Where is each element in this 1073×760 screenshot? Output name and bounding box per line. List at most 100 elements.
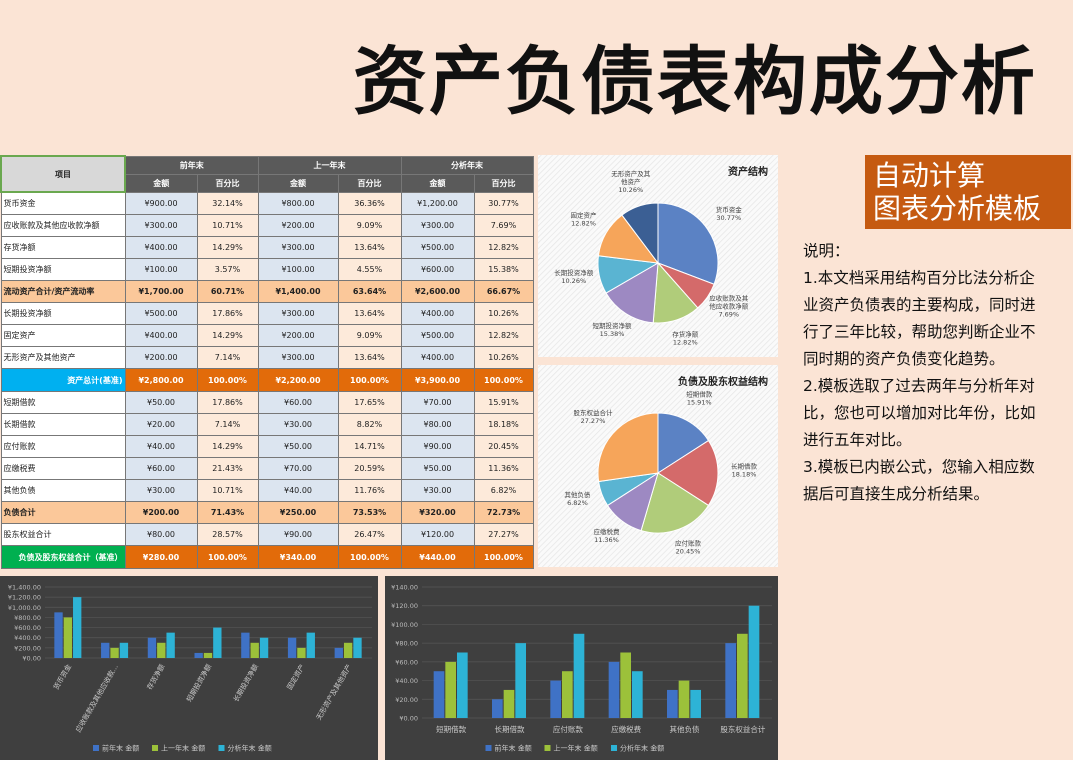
x-tick-label: 长期借款 — [495, 724, 525, 734]
legend-swatch — [93, 745, 99, 751]
table-cell: ¥500.00 — [124, 302, 198, 325]
table-cell: ¥120.00 — [400, 523, 475, 546]
table-cell: 100.00% — [473, 545, 534, 569]
slice-label: 存货净额 — [672, 329, 699, 338]
x-tick-label: 其他负债 — [670, 724, 700, 734]
header-cell: 金额 — [400, 173, 475, 193]
table-cell: ¥60.00 — [257, 391, 339, 414]
table-cell: 10.71% — [196, 479, 259, 502]
bar — [608, 661, 620, 718]
table-cell: 资产总计(基准) — [0, 368, 126, 392]
table-cell: 60.71% — [196, 280, 259, 303]
bar — [334, 647, 343, 658]
slice-value-label: 27.27% — [581, 417, 606, 425]
bar — [147, 637, 157, 658]
table-cell: 12.82% — [473, 324, 534, 347]
y-tick-label: ¥1,400.00 — [8, 584, 41, 592]
table-cell: ¥600.00 — [400, 258, 475, 281]
table-cell: ¥50.00 — [400, 457, 475, 480]
table-cell: 8.82% — [337, 413, 402, 436]
table-row: 短期借款 ¥50.00 17.86% ¥60.00 17.65% ¥70.00 15.91% — [0, 391, 534, 414]
y-tick-label: ¥120.00 — [391, 602, 418, 610]
bar — [445, 661, 456, 718]
bar — [562, 671, 573, 718]
table-row: 应缴税费 ¥60.00 21.43% ¥70.00 20.59% ¥50.00 11.36% — [0, 457, 534, 480]
header-cell: 百分比 — [196, 173, 259, 193]
table-cell: ¥300.00 — [257, 236, 339, 259]
table-cell: 66.67% — [473, 280, 534, 303]
bar — [515, 643, 526, 718]
slice-value-label: 12.82% — [571, 220, 596, 228]
bar — [250, 642, 259, 658]
bar — [550, 680, 561, 718]
table-row: 长期借款 ¥20.00 7.14% ¥30.00 8.82% ¥80.00 18.18% — [0, 413, 534, 436]
table-cell: ¥280.00 — [124, 545, 198, 569]
table-cell: 100.00% — [196, 368, 259, 392]
table-row: 存货净额 ¥400.00 14.29% ¥300.00 13.64% ¥500.00 12.… — [0, 236, 534, 259]
table-cell: 应付账款 — [0, 435, 126, 458]
table-cell: 15.38% — [473, 258, 534, 281]
table-cell: ¥1,200.00 — [400, 191, 475, 215]
table-row: 货币资金 ¥900.00 32.14% ¥800.00 36.36% ¥1,200.00 3… — [0, 191, 534, 215]
bar — [287, 637, 297, 658]
table-cell: ¥320.00 — [400, 501, 475, 524]
slice-value-label: 15.91% — [687, 399, 712, 407]
slice-label: 固定资产 — [571, 211, 598, 220]
y-tick-label: ¥0.00 — [399, 715, 418, 723]
table-cell: 14.29% — [196, 435, 259, 458]
table-row: 流动资产合计/资产流动率 ¥1,700.00 60.71% ¥1,400.00 63.6… — [0, 280, 534, 303]
header-cell: 金额 — [124, 173, 198, 193]
table-cell: ¥2,200.00 — [257, 368, 339, 392]
table-row: 应付账款 ¥40.00 14.29% ¥50.00 14.71% ¥90.00 20.45% — [0, 435, 534, 458]
table-cell: 36.36% — [337, 191, 402, 215]
y-tick-label: ¥1,000.00 — [8, 604, 41, 612]
table-cell: ¥400.00 — [400, 302, 475, 325]
legend-swatch — [218, 745, 225, 751]
x-tick-label: 应付账款 — [553, 724, 583, 734]
table-cell: 14.29% — [196, 324, 259, 347]
table-cell: 长期借款 — [0, 413, 126, 436]
note-item: 1.本文档采用结构百分比法分析企业资产负债表的主要构成，同时进行了三年比较，帮助… — [803, 269, 1036, 368]
table-cell: 负债及股东权益合计（基准） — [0, 545, 126, 569]
bar — [63, 617, 73, 658]
legend-label: 上一年末 金额 — [554, 744, 598, 753]
bar — [241, 632, 250, 658]
legend-swatch — [485, 745, 492, 751]
legend-swatch — [544, 745, 551, 751]
y-tick-label: ¥0.00 — [22, 655, 41, 663]
header-cell: 百分比 — [337, 173, 402, 193]
slice-value-label: 15.38% — [600, 330, 625, 338]
page-title: 资产负债表构成分析 — [353, 39, 1037, 125]
table-cell: 存货净额 — [0, 236, 126, 259]
y-tick-label: ¥40.00 — [395, 677, 418, 685]
table-row: 资产总计(基准) ¥2,800.00 100.00% ¥2,200.00 100.00%… — [0, 368, 534, 392]
bar — [725, 643, 736, 718]
slice-label: 应收账款及其他应收款净额 — [709, 294, 749, 311]
y-tick-label: ¥800.00 — [14, 614, 41, 622]
table-cell: 63.64% — [337, 280, 402, 303]
header-row: 项目 前年末 上一年末 分析年末 — [0, 155, 534, 193]
slice-label: 无形资产及其他资产 — [611, 169, 651, 186]
table-cell: 10.26% — [473, 302, 534, 325]
bar — [667, 689, 678, 718]
header-cell: 项目 — [0, 155, 126, 193]
table-cell: ¥90.00 — [257, 523, 339, 546]
table-cell: 货币资金 — [0, 191, 126, 215]
bar — [101, 642, 110, 658]
slice-label: 其他负债 — [564, 490, 591, 499]
table-cell: ¥2,800.00 — [124, 368, 198, 392]
slice-label: 应缴税费 — [593, 527, 620, 536]
table-cell: 100.00% — [196, 545, 259, 569]
table-cell: 27.27% — [473, 523, 534, 546]
table-cell: 股东权益合计 — [0, 523, 126, 546]
bar — [343, 642, 353, 658]
table-cell: 应缴税费 — [0, 457, 126, 480]
bar — [620, 652, 631, 718]
legend-label: 分析年末 金额 — [228, 744, 272, 753]
legend-swatch — [611, 745, 617, 751]
table-cell: 17.86% — [196, 302, 259, 325]
bar — [259, 637, 269, 658]
table-cell: ¥900.00 — [124, 191, 198, 215]
bar — [632, 671, 643, 718]
pie-slice — [605, 262, 659, 324]
